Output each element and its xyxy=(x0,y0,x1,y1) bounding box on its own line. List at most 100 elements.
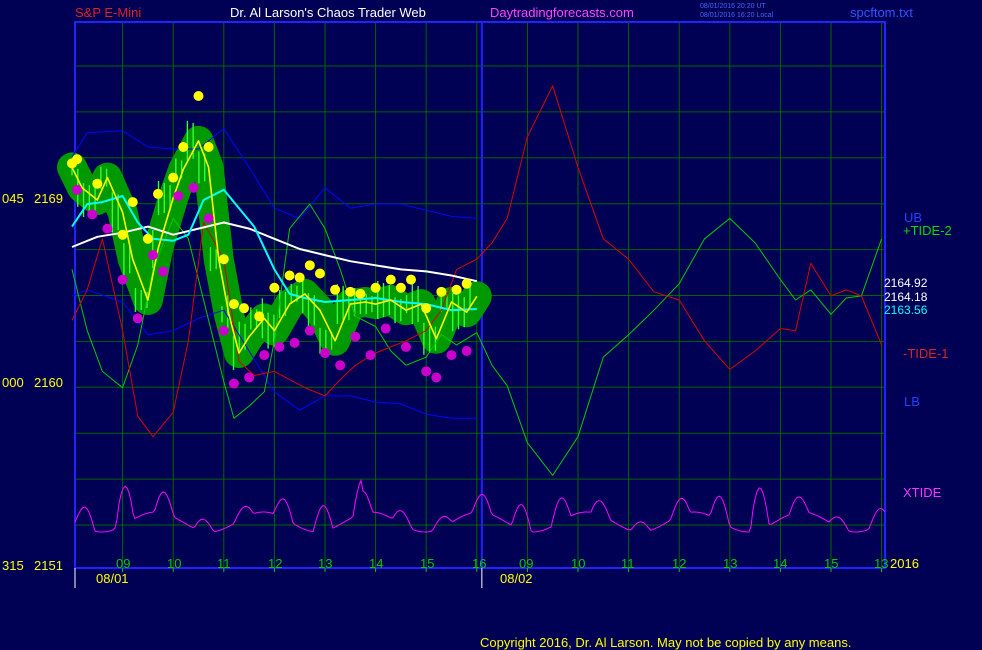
low-marker xyxy=(244,372,255,383)
date-label-2: 08/02 xyxy=(500,571,533,586)
white-average-line xyxy=(71,221,478,283)
tide1-label: -TIDE-1 xyxy=(903,346,949,361)
yellow-average-line xyxy=(71,140,478,354)
year-label: 2016 xyxy=(890,556,919,571)
low-marker xyxy=(203,213,214,224)
high-marker xyxy=(451,284,462,295)
high-marker xyxy=(284,270,295,281)
high-marker xyxy=(153,188,164,199)
high-marker xyxy=(330,284,341,295)
site-url: Daytradingforecasts.com xyxy=(490,5,634,20)
low-marker xyxy=(87,209,98,220)
xtide-line xyxy=(74,478,886,533)
low-marker xyxy=(304,325,315,336)
low-marker xyxy=(228,378,239,389)
y-axis-code-2: 000 xyxy=(2,375,24,390)
low-marker xyxy=(117,274,128,285)
low-marker xyxy=(158,266,169,277)
tide2-line xyxy=(71,203,883,476)
low-marker xyxy=(147,250,158,261)
high-marker xyxy=(117,229,128,240)
low-marker xyxy=(173,190,184,201)
instrument-title: S&P E-Mini xyxy=(75,5,142,20)
series-lines xyxy=(71,85,886,533)
x-tick-label: 09 xyxy=(116,556,131,571)
lb-line xyxy=(71,289,477,419)
high-marker xyxy=(314,268,325,279)
timestamp-ut: 08/01/2016 20:20 UT xyxy=(700,3,766,10)
high-marker xyxy=(193,91,204,101)
high-marker xyxy=(370,282,381,293)
high-marker xyxy=(461,278,472,289)
low-marker xyxy=(132,313,143,324)
xtide-label: XTIDE xyxy=(903,485,942,500)
low-marker xyxy=(446,350,457,361)
tide2-label: +TIDE-2 xyxy=(903,223,952,238)
chart-grid xyxy=(75,22,885,568)
x-tick-label: 09 xyxy=(519,556,534,571)
x-tick-label: 15 xyxy=(420,556,435,571)
x-tick-label: 11 xyxy=(621,556,635,571)
low-marker xyxy=(380,323,391,334)
high-marker xyxy=(168,172,179,183)
low-marker xyxy=(365,350,376,361)
y-axis-code-1: 045 xyxy=(2,191,24,206)
high-marker xyxy=(269,282,280,293)
low-marker xyxy=(320,348,330,359)
x-tick-label: 13 xyxy=(723,556,738,571)
y-axis-price-2: 2160 xyxy=(34,375,63,390)
price-label-cyan: 2163.56 xyxy=(884,303,928,317)
x-tick-label: 10 xyxy=(167,556,182,571)
tide1-line xyxy=(71,85,883,438)
x-tick-label: 14 xyxy=(773,556,788,571)
data-file-name: spcftom.txt xyxy=(850,5,913,20)
high-marker xyxy=(239,303,250,314)
x-tick-label: 11 xyxy=(217,556,231,571)
low-marker xyxy=(400,341,411,352)
low-marker xyxy=(289,337,300,348)
low-marker xyxy=(188,182,199,193)
x-tick-label: 12 xyxy=(672,556,687,571)
x-tick-label: 15 xyxy=(824,556,839,571)
high-marker xyxy=(304,260,315,271)
price-label-white: 2164.92 xyxy=(884,276,928,290)
high-marker xyxy=(345,286,356,297)
copyright-text: Copyright 2016, Dr. Al Larson. May not b… xyxy=(480,635,852,650)
high-marker xyxy=(142,233,153,244)
x-tick-label: 16 xyxy=(472,556,487,571)
x-tick-label: 13 xyxy=(874,556,889,571)
site-title: Dr. Al Larson's Chaos Trader Web xyxy=(230,5,426,20)
price-label-yellow: 2164.18 xyxy=(884,290,928,304)
x-axis-ticks xyxy=(122,568,883,572)
price-markers xyxy=(67,91,472,389)
low-marker xyxy=(72,184,83,195)
high-marker xyxy=(436,286,447,297)
x-tick-label: 12 xyxy=(268,556,283,571)
low-marker xyxy=(461,346,472,356)
ub-line xyxy=(71,128,477,219)
low-marker xyxy=(350,331,361,342)
low-marker xyxy=(335,360,346,371)
high-marker xyxy=(294,272,305,283)
low-marker xyxy=(274,341,285,352)
lb-label: LB xyxy=(904,394,920,409)
y-axis-price-1: 2169 xyxy=(34,191,63,206)
low-marker xyxy=(102,223,113,234)
low-marker xyxy=(431,372,442,383)
ub-label: UB xyxy=(904,210,923,225)
y-axis-code-3: 315 xyxy=(2,558,24,573)
x-tick-label: 10 xyxy=(571,556,586,571)
high-marker xyxy=(72,154,83,165)
high-marker xyxy=(355,288,366,299)
high-marker xyxy=(178,142,189,152)
low-marker xyxy=(421,366,432,377)
y-axis-price-3: 2151 xyxy=(34,558,63,573)
low-marker xyxy=(259,350,270,361)
high-marker xyxy=(228,299,239,310)
timestamp-local: 08/01/2016 16:20 Local xyxy=(700,12,774,19)
high-marker xyxy=(127,197,138,208)
high-marker xyxy=(218,254,229,265)
high-marker xyxy=(254,311,265,322)
high-marker xyxy=(406,274,417,285)
